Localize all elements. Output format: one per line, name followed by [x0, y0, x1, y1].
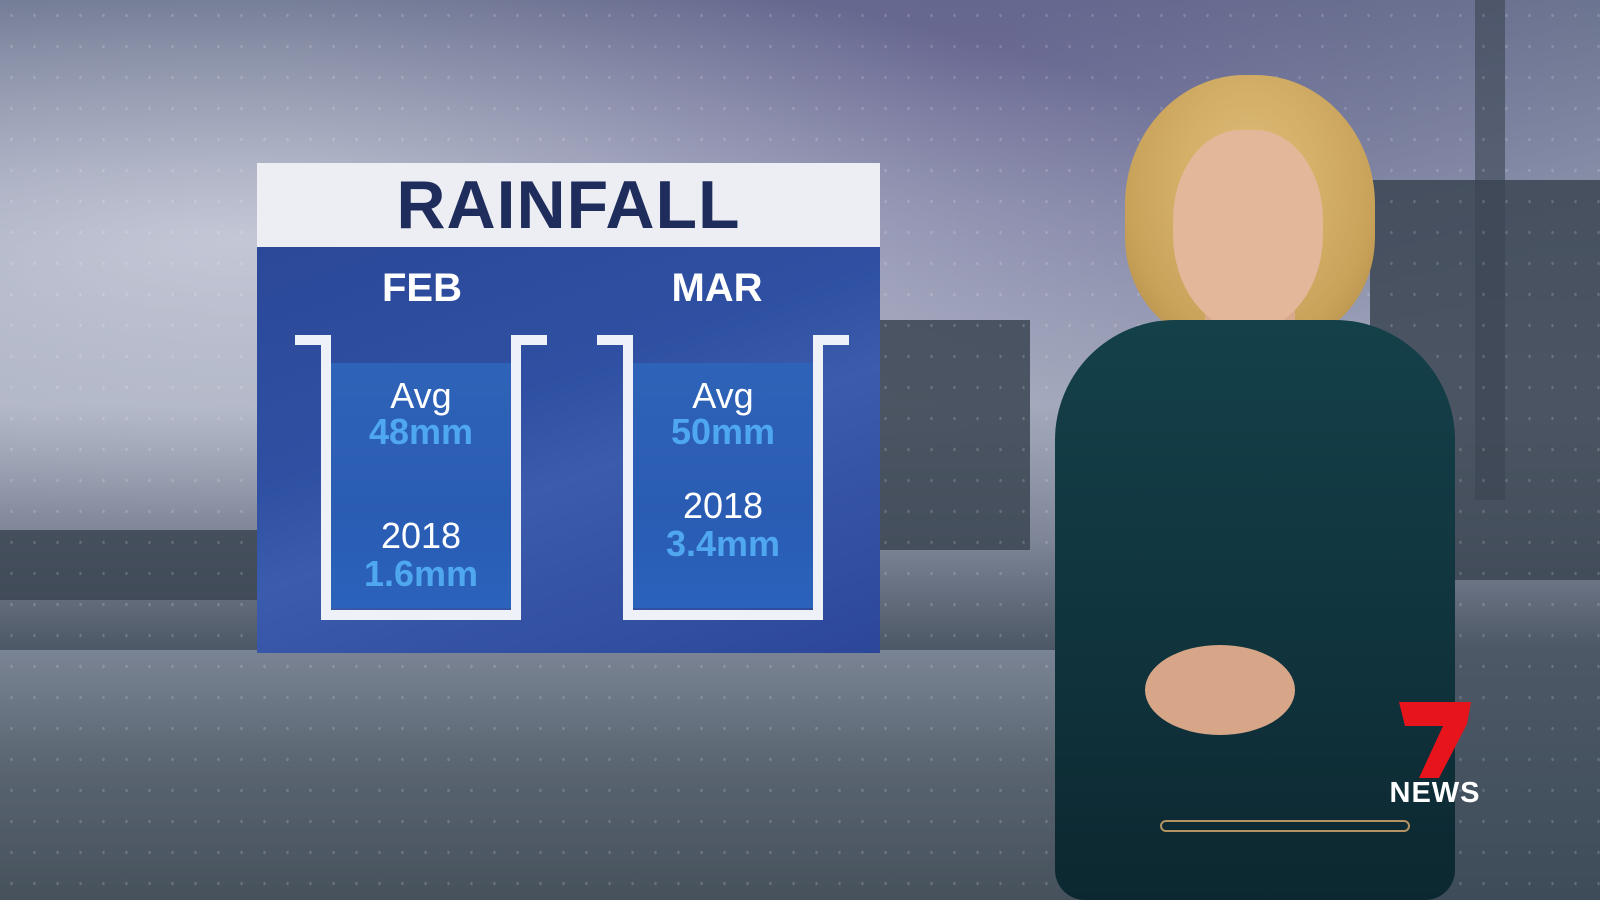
avg-label: Avg	[692, 375, 754, 416]
year-label: 2018	[682, 485, 764, 526]
news-wordmark: NEWS	[1389, 777, 1481, 809]
river	[0, 650, 1100, 900]
title-bar: RAINFALL	[257, 163, 880, 247]
year-label: 2018	[380, 515, 462, 556]
avg-value: 50mm	[670, 411, 776, 452]
rain-gauge-mar: Avg 50mm 2018 3.4mm	[597, 335, 849, 620]
seven-logo-icon	[1399, 702, 1471, 778]
month-label-feb: FEB	[382, 266, 462, 310]
graphic-title: RAINFALL	[396, 167, 741, 243]
avg-value: 48mm	[368, 411, 474, 452]
belt	[1160, 820, 1410, 832]
rain-gauge-feb: Avg 48mm 2018 1.6mm	[295, 335, 547, 620]
weather-presenter	[1025, 75, 1465, 900]
year-value: 3.4mm	[665, 523, 781, 564]
avg-label: Avg	[390, 375, 452, 416]
7news-logo: NEWS	[1365, 700, 1505, 810]
year-value: 1.6mm	[363, 553, 479, 594]
month-label-mar: MAR	[671, 266, 763, 310]
rainfall-graphic: RAINFALL FEB MAR Avg 48mm 2018 1.6mm Avg…	[257, 163, 880, 653]
